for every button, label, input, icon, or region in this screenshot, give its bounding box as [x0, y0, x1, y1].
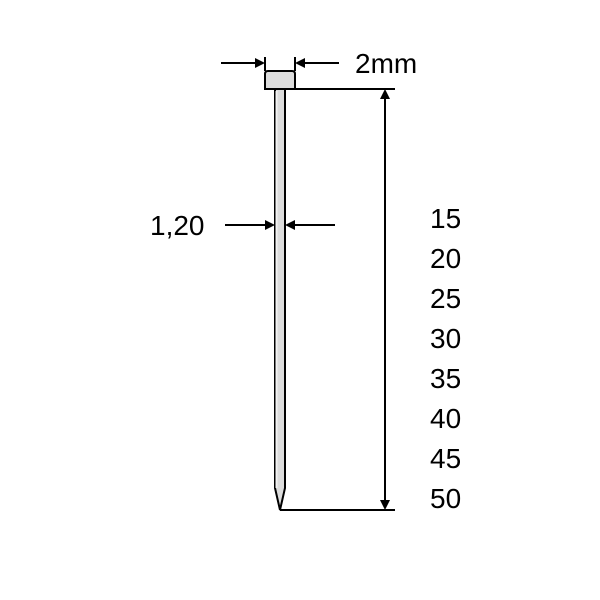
length-size-value: 40 — [430, 403, 461, 434]
nail-head — [265, 71, 295, 89]
arrowhead — [295, 58, 305, 68]
length-size-value: 35 — [430, 363, 461, 394]
head-width-label: 2mm — [355, 48, 417, 79]
length-size-value: 25 — [430, 283, 461, 314]
dimension-drawing: 2mm 1,20 15 20 25 30 35 40 45 50 — [0, 0, 600, 600]
length-size-value: 20 — [430, 243, 461, 274]
arrowhead — [255, 58, 265, 68]
length-size-value: 45 — [430, 443, 461, 474]
arrowhead — [380, 89, 390, 99]
shank-width-label: 1,20 — [150, 210, 205, 241]
arrowhead — [265, 220, 275, 230]
arrowhead — [285, 220, 295, 230]
arrowhead — [380, 500, 390, 510]
length-size-value: 15 — [430, 203, 461, 234]
length-size-value: 30 — [430, 323, 461, 354]
length-size-value: 50 — [430, 483, 461, 514]
